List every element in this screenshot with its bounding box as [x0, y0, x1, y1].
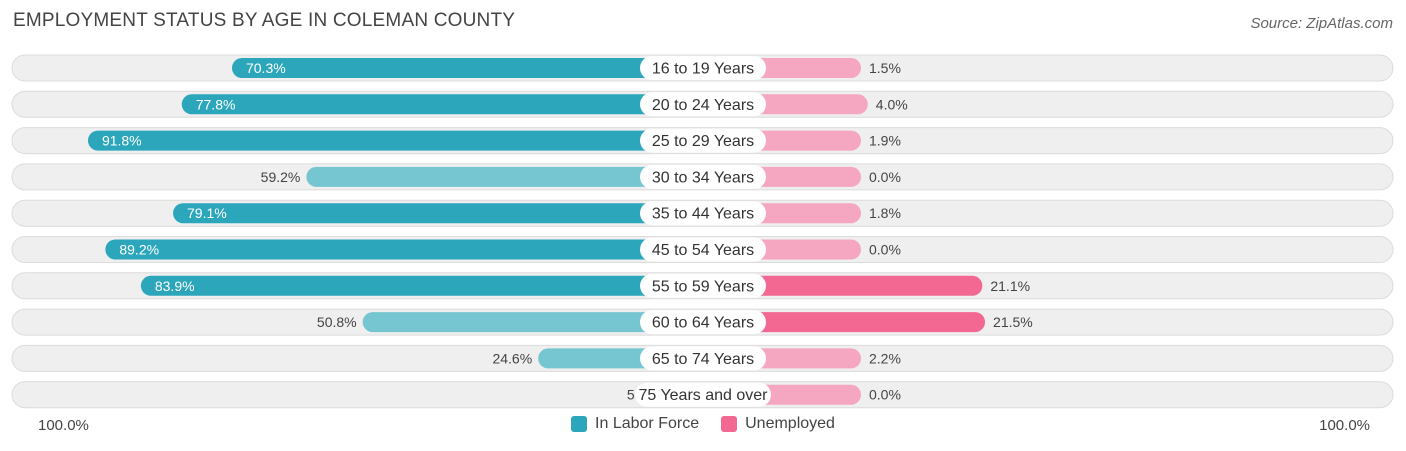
- category-pill: [640, 164, 766, 189]
- category-label: 25 to 29 Years: [652, 133, 754, 150]
- category-label: 60 to 64 Years: [652, 315, 754, 332]
- data-label-labor-force: 89.2%: [119, 242, 159, 258]
- category-pill: [640, 56, 766, 80]
- chart-title: EMPLOYMENT STATUS BY AGE IN COLEMAN COUN…: [13, 10, 516, 31]
- bar-labor-force[interactable]: [173, 203, 703, 224]
- data-label-unemployed: 21.5%: [993, 314, 1033, 330]
- legend-item-unemployed[interactable]: Unemployed: [721, 415, 835, 433]
- legend-swatch-unemployed: [721, 416, 738, 432]
- data-label-labor-force: 24.6%: [492, 350, 532, 366]
- category-label: 75 Years and over: [639, 387, 769, 404]
- legend: In Labor Force Unemployed: [0, 415, 1406, 433]
- axis-right-label: 100.0%: [1319, 417, 1370, 434]
- category-label: 45 to 54 Years: [652, 242, 754, 259]
- data-label-labor-force: 70.3%: [246, 60, 286, 76]
- chart-row: 79.1% 1.8% 35 to 44 Years: [11, 199, 1394, 227]
- bar-labor-force[interactable]: [362, 312, 703, 333]
- data-label-unemployed: 4.0%: [876, 96, 908, 112]
- chart-source: Source: ZipAtlas.com: [1250, 15, 1393, 32]
- category-pill: [640, 237, 766, 262]
- category-label: 30 to 34 Years: [652, 169, 754, 186]
- category-pill: [635, 382, 771, 407]
- bar-unemployed[interactable]: [703, 275, 983, 296]
- legend-item-labor-force[interactable]: In Labor Force: [571, 415, 699, 433]
- category-label: 16 to 19 Years: [652, 61, 754, 78]
- data-label-labor-force: 91.8%: [102, 133, 142, 149]
- legend-label-labor-force: In Labor Force: [595, 415, 700, 432]
- data-label-unemployed: 0.0%: [869, 169, 901, 185]
- category-pill: [640, 346, 766, 371]
- legend-label-unemployed: Unemployed: [745, 415, 835, 432]
- category-pill: [640, 201, 766, 226]
- bar-labor-force[interactable]: [140, 275, 703, 296]
- bar-labor-force[interactable]: [306, 166, 703, 187]
- category-pill: [640, 273, 766, 298]
- chart-row: 50.8% 21.5% 60 to 64 Years: [11, 308, 1394, 336]
- data-label-labor-force: 59.2%: [261, 169, 301, 185]
- data-label-labor-force: 77.8%: [196, 96, 236, 112]
- chart-row: 59.2% 0.0% 30 to 34 Years: [11, 163, 1394, 191]
- chart-row: 83.9% 21.1% 55 to 59 Years: [11, 272, 1394, 300]
- chart-row: 24.6% 2.2% 65 to 74 Years: [11, 344, 1394, 372]
- data-label-unemployed: 21.1%: [990, 278, 1030, 294]
- category-pill: [640, 128, 766, 153]
- category-pill: [640, 310, 766, 335]
- chart-row: 5.7%0.0%75 Years and over: [11, 381, 1394, 409]
- bar-labor-force[interactable]: [181, 94, 704, 115]
- data-label-labor-force: 83.9%: [155, 278, 195, 294]
- chart-row: 91.8% 1.9% 25 to 29 Years: [11, 127, 1394, 155]
- bar-labor-force[interactable]: [87, 130, 703, 151]
- data-label-unemployed: 1.8%: [869, 205, 901, 221]
- category-pill: [640, 92, 766, 117]
- bar-unemployed[interactable]: [703, 312, 986, 333]
- data-label-labor-force: 79.1%: [187, 205, 227, 221]
- bar-labor-force[interactable]: [105, 239, 704, 260]
- category-label: 20 to 24 Years: [652, 97, 754, 114]
- chart-row: 77.8% 4.0% 20 to 24 Years: [11, 90, 1394, 118]
- bar-labor-force[interactable]: [231, 58, 704, 78]
- chart-row: 70.3% 1.5% 16 to 19 Years: [11, 54, 1394, 82]
- category-label: 65 to 74 Years: [652, 351, 754, 368]
- category-label: 55 to 59 Years: [652, 278, 754, 295]
- category-label: 35 to 44 Years: [652, 206, 754, 223]
- chart-row: 89.2% 0.0% 45 to 54 Years: [11, 236, 1394, 263]
- data-label-unemployed: 1.9%: [869, 133, 901, 149]
- data-label-labor-force: 50.8%: [317, 314, 357, 330]
- data-label-unemployed: 2.2%: [869, 350, 901, 366]
- data-label-unemployed: 1.5%: [869, 60, 901, 76]
- data-label-unemployed: 0.0%: [869, 387, 901, 403]
- axis-left-label: 100.0%: [38, 417, 89, 434]
- legend-swatch-labor-force: [571, 416, 588, 432]
- data-label-unemployed: 0.0%: [869, 242, 901, 258]
